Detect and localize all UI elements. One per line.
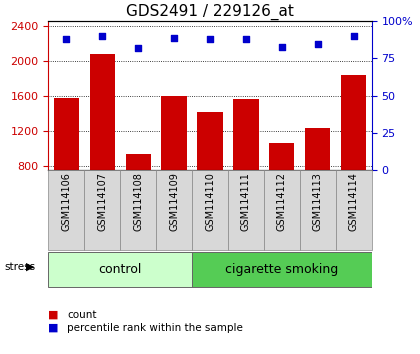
Text: count: count [67, 310, 97, 320]
Bar [269, 143, 294, 235]
FancyBboxPatch shape [300, 170, 336, 250]
FancyBboxPatch shape [84, 170, 120, 250]
FancyBboxPatch shape [336, 170, 372, 250]
Bar [305, 128, 331, 235]
Point [135, 45, 142, 51]
Text: GSM114107: GSM114107 [97, 172, 107, 231]
Text: GSM114108: GSM114108 [133, 172, 143, 231]
Bar [234, 99, 259, 235]
Point [350, 33, 357, 39]
Text: control: control [98, 263, 142, 275]
Bar [89, 54, 115, 235]
Point [243, 36, 249, 42]
Text: GSM114111: GSM114111 [241, 172, 251, 231]
Point [207, 36, 213, 42]
Text: ■: ■ [48, 310, 59, 320]
Point [315, 41, 321, 46]
FancyBboxPatch shape [48, 251, 192, 287]
Text: GSM114114: GSM114114 [349, 172, 359, 231]
Point [278, 44, 285, 49]
Text: GSM114106: GSM114106 [61, 172, 71, 231]
Title: GDS2491 / 229126_at: GDS2491 / 229126_at [126, 4, 294, 20]
Text: GSM114109: GSM114109 [169, 172, 179, 231]
Bar [162, 96, 186, 235]
Text: cigarette smoking: cigarette smoking [225, 263, 339, 275]
Text: ■: ■ [48, 323, 59, 333]
Text: GSM114110: GSM114110 [205, 172, 215, 231]
Text: GSM114112: GSM114112 [277, 172, 287, 231]
Point [99, 33, 105, 39]
Bar [197, 112, 223, 235]
FancyBboxPatch shape [192, 170, 228, 250]
Point [171, 35, 177, 40]
Point [63, 36, 70, 42]
FancyBboxPatch shape [120, 170, 156, 250]
FancyBboxPatch shape [228, 170, 264, 250]
Bar [126, 154, 151, 235]
Text: ▶: ▶ [26, 262, 34, 272]
Bar [54, 98, 79, 235]
FancyBboxPatch shape [156, 170, 192, 250]
FancyBboxPatch shape [264, 170, 300, 250]
FancyBboxPatch shape [192, 251, 372, 287]
Bar [341, 75, 366, 235]
Text: percentile rank within the sample: percentile rank within the sample [67, 323, 243, 333]
Text: GSM114113: GSM114113 [313, 172, 323, 231]
FancyBboxPatch shape [48, 170, 84, 250]
Text: stress: stress [4, 262, 35, 272]
